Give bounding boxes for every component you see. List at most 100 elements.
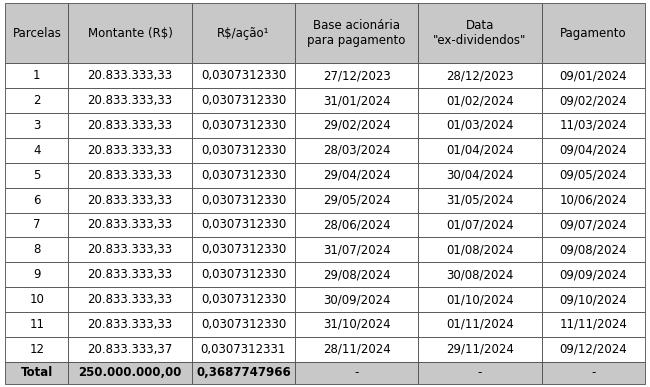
Bar: [68, 63, 192, 88]
Text: 7: 7: [33, 219, 40, 231]
Bar: [68, 362, 192, 384]
Bar: [295, 63, 419, 88]
Text: 3: 3: [33, 119, 40, 132]
Text: 5: 5: [33, 169, 40, 182]
Bar: [295, 312, 419, 337]
Bar: [68, 287, 192, 312]
Text: 0,0307312330: 0,0307312330: [201, 243, 286, 256]
Text: Pagamento: Pagamento: [560, 27, 627, 40]
Bar: [68, 188, 192, 212]
Bar: [192, 337, 295, 362]
Bar: [295, 188, 419, 212]
Text: 09/10/2024: 09/10/2024: [560, 293, 627, 306]
Text: Data
"ex-dividendos": Data "ex-dividendos": [433, 19, 526, 47]
Bar: [541, 188, 645, 212]
Bar: [541, 287, 645, 312]
Bar: [192, 262, 295, 287]
Text: 29/08/2024: 29/08/2024: [323, 268, 391, 281]
Bar: [68, 312, 192, 337]
Text: 09/07/2024: 09/07/2024: [560, 219, 627, 231]
Bar: [541, 3, 645, 63]
Bar: [541, 237, 645, 262]
Text: 0,0307312330: 0,0307312330: [201, 194, 286, 207]
Text: 01/02/2024: 01/02/2024: [446, 94, 514, 107]
Text: 27/12/2023: 27/12/2023: [323, 69, 391, 82]
Text: 01/08/2024: 01/08/2024: [446, 243, 514, 256]
Bar: [5, 337, 68, 362]
Bar: [295, 88, 419, 113]
Text: 0,0307312330: 0,0307312330: [201, 293, 286, 306]
Text: 28/03/2024: 28/03/2024: [323, 144, 391, 157]
Bar: [5, 88, 68, 113]
Bar: [192, 138, 295, 163]
Text: 0,3687747966: 0,3687747966: [196, 366, 291, 379]
Text: 09/04/2024: 09/04/2024: [560, 144, 627, 157]
Text: 2: 2: [33, 94, 40, 107]
Bar: [541, 212, 645, 237]
Bar: [68, 3, 192, 63]
Text: 4: 4: [33, 144, 40, 157]
Text: -: -: [478, 366, 482, 379]
Text: 1: 1: [33, 69, 40, 82]
Text: 09/02/2024: 09/02/2024: [560, 94, 627, 107]
Bar: [192, 63, 295, 88]
Bar: [295, 337, 419, 362]
Text: 9: 9: [33, 268, 40, 281]
Bar: [68, 88, 192, 113]
Text: 20.833.333,33: 20.833.333,33: [88, 318, 173, 331]
Text: Montante (R$): Montante (R$): [88, 27, 172, 40]
Text: 09/09/2024: 09/09/2024: [560, 268, 627, 281]
Bar: [419, 312, 541, 337]
Text: 0,0307312330: 0,0307312330: [201, 119, 286, 132]
Text: 31/10/2024: 31/10/2024: [323, 318, 391, 331]
Bar: [5, 113, 68, 138]
Bar: [5, 188, 68, 212]
Bar: [295, 287, 419, 312]
Bar: [541, 362, 645, 384]
Text: 0,0307312330: 0,0307312330: [201, 318, 286, 331]
Text: 11/11/2024: 11/11/2024: [559, 318, 627, 331]
Text: 09/01/2024: 09/01/2024: [560, 69, 627, 82]
Text: -: -: [591, 366, 595, 379]
Text: 20.833.333,33: 20.833.333,33: [88, 194, 173, 207]
Bar: [192, 188, 295, 212]
Bar: [295, 163, 419, 188]
Bar: [295, 212, 419, 237]
Text: 20.833.333,37: 20.833.333,37: [88, 343, 173, 356]
Bar: [68, 212, 192, 237]
Bar: [5, 237, 68, 262]
Text: 20.833.333,33: 20.833.333,33: [88, 119, 173, 132]
Bar: [541, 312, 645, 337]
Text: 28/06/2024: 28/06/2024: [323, 219, 391, 231]
Text: 09/08/2024: 09/08/2024: [560, 243, 627, 256]
Bar: [68, 138, 192, 163]
Text: 0,0307312330: 0,0307312330: [201, 69, 286, 82]
Bar: [295, 138, 419, 163]
Bar: [419, 262, 541, 287]
Bar: [419, 362, 541, 384]
Bar: [419, 88, 541, 113]
Text: 28/11/2024: 28/11/2024: [323, 343, 391, 356]
Text: 20.833.333,33: 20.833.333,33: [88, 169, 173, 182]
Text: 20.833.333,33: 20.833.333,33: [88, 94, 173, 107]
Bar: [419, 3, 541, 63]
Text: 0,0307312330: 0,0307312330: [201, 169, 286, 182]
Text: 29/11/2024: 29/11/2024: [446, 343, 514, 356]
Bar: [192, 212, 295, 237]
Text: 8: 8: [33, 243, 40, 256]
Bar: [68, 337, 192, 362]
Bar: [419, 63, 541, 88]
Text: 01/03/2024: 01/03/2024: [446, 119, 514, 132]
Text: 01/10/2024: 01/10/2024: [446, 293, 514, 306]
Text: 31/07/2024: 31/07/2024: [323, 243, 391, 256]
Bar: [541, 337, 645, 362]
Bar: [192, 312, 295, 337]
Bar: [541, 88, 645, 113]
Text: 20.833.333,33: 20.833.333,33: [88, 268, 173, 281]
Bar: [5, 287, 68, 312]
Text: 20.833.333,33: 20.833.333,33: [88, 144, 173, 157]
Text: 09/12/2024: 09/12/2024: [559, 343, 627, 356]
Bar: [541, 113, 645, 138]
Text: 30/04/2024: 30/04/2024: [446, 169, 514, 182]
Bar: [192, 163, 295, 188]
